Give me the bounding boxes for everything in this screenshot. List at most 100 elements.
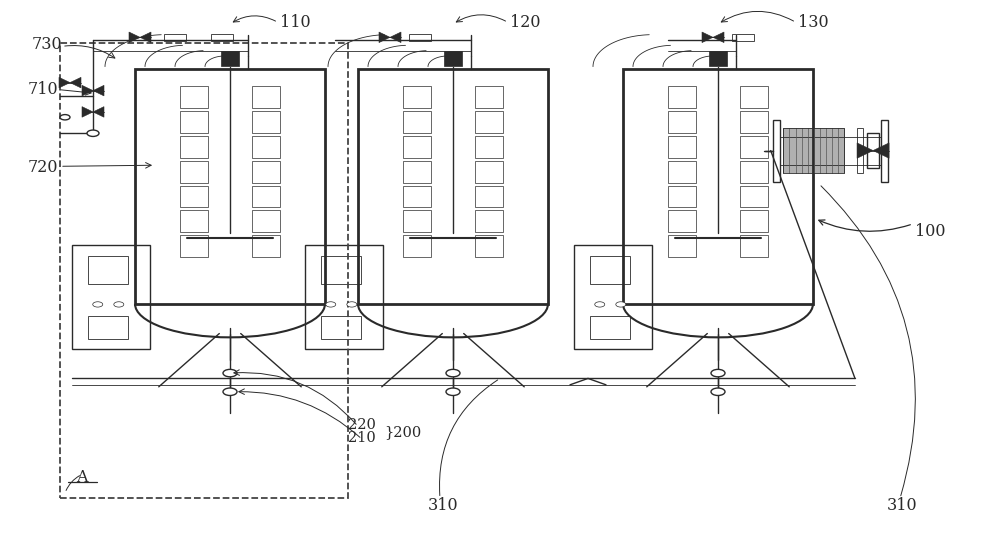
Bar — [857, 128, 863, 173]
Bar — [475, 185, 503, 207]
Bar — [252, 235, 280, 257]
Bar — [180, 185, 208, 207]
Bar — [180, 161, 208, 182]
Bar — [740, 185, 768, 207]
Text: 720: 720 — [28, 159, 58, 176]
Circle shape — [595, 302, 605, 307]
Bar — [668, 235, 696, 257]
Bar — [881, 120, 888, 182]
Polygon shape — [857, 143, 873, 158]
Polygon shape — [59, 77, 70, 88]
Text: 220: 220 — [348, 418, 376, 432]
Circle shape — [446, 369, 460, 377]
Bar — [773, 120, 780, 182]
Circle shape — [93, 302, 103, 307]
Bar — [623, 69, 813, 304]
Polygon shape — [702, 32, 713, 43]
Bar — [221, 51, 239, 66]
Bar — [590, 256, 630, 284]
Bar — [475, 111, 503, 133]
Bar — [180, 235, 208, 257]
Bar — [409, 34, 431, 41]
Text: 110: 110 — [280, 14, 311, 31]
Text: 730: 730 — [32, 36, 63, 53]
Bar — [252, 136, 280, 158]
Polygon shape — [713, 32, 724, 43]
Bar — [740, 136, 768, 158]
Bar — [88, 256, 128, 284]
Polygon shape — [82, 85, 93, 96]
Bar — [305, 245, 383, 349]
Circle shape — [446, 388, 460, 395]
Polygon shape — [93, 107, 104, 117]
Bar — [475, 161, 503, 182]
Circle shape — [87, 130, 99, 136]
Polygon shape — [140, 32, 151, 43]
Bar — [668, 161, 696, 182]
Bar — [668, 86, 696, 108]
Bar — [180, 111, 208, 133]
Bar — [358, 69, 548, 304]
Polygon shape — [873, 143, 889, 158]
Circle shape — [347, 302, 357, 307]
Bar — [211, 34, 233, 41]
Bar — [668, 185, 696, 207]
Circle shape — [60, 115, 70, 120]
Polygon shape — [82, 107, 93, 117]
Bar — [403, 111, 431, 133]
Circle shape — [114, 302, 124, 307]
Bar — [72, 245, 150, 349]
Text: 130: 130 — [798, 14, 829, 31]
Bar — [403, 136, 431, 158]
Polygon shape — [93, 85, 104, 96]
Text: A: A — [76, 469, 88, 486]
Bar — [475, 211, 503, 232]
Bar — [668, 211, 696, 232]
Circle shape — [223, 369, 237, 377]
Bar — [475, 136, 503, 158]
Bar — [135, 69, 325, 304]
Bar — [403, 185, 431, 207]
Bar — [180, 136, 208, 158]
Bar — [740, 86, 768, 108]
Bar — [574, 245, 652, 349]
Polygon shape — [129, 32, 140, 43]
Bar — [403, 235, 431, 257]
Text: 120: 120 — [510, 14, 540, 31]
Bar — [740, 211, 768, 232]
Bar — [252, 185, 280, 207]
Bar — [403, 86, 431, 108]
Text: 210: 210 — [348, 431, 376, 445]
Circle shape — [711, 388, 725, 395]
Bar — [740, 161, 768, 182]
Bar — [321, 316, 361, 339]
Bar — [321, 256, 361, 284]
Bar — [740, 235, 768, 257]
Text: 710: 710 — [28, 81, 59, 98]
Bar — [668, 111, 696, 133]
Text: }200: }200 — [384, 425, 421, 439]
Circle shape — [711, 369, 725, 377]
Bar — [783, 128, 844, 173]
Bar — [252, 111, 280, 133]
Polygon shape — [390, 32, 401, 43]
Bar — [590, 316, 630, 339]
Bar — [668, 136, 696, 158]
Bar — [475, 235, 503, 257]
Bar — [252, 161, 280, 182]
Bar — [88, 316, 128, 339]
Polygon shape — [379, 32, 390, 43]
Bar — [60, 43, 348, 498]
Bar — [740, 111, 768, 133]
Bar — [732, 34, 754, 41]
Bar — [403, 161, 431, 182]
Circle shape — [616, 302, 626, 307]
Circle shape — [326, 302, 336, 307]
Bar — [403, 211, 431, 232]
Text: 310: 310 — [428, 497, 459, 514]
Bar — [252, 86, 280, 108]
Polygon shape — [70, 77, 81, 88]
Circle shape — [223, 388, 237, 395]
Bar — [164, 34, 186, 41]
Text: 310: 310 — [887, 497, 918, 514]
